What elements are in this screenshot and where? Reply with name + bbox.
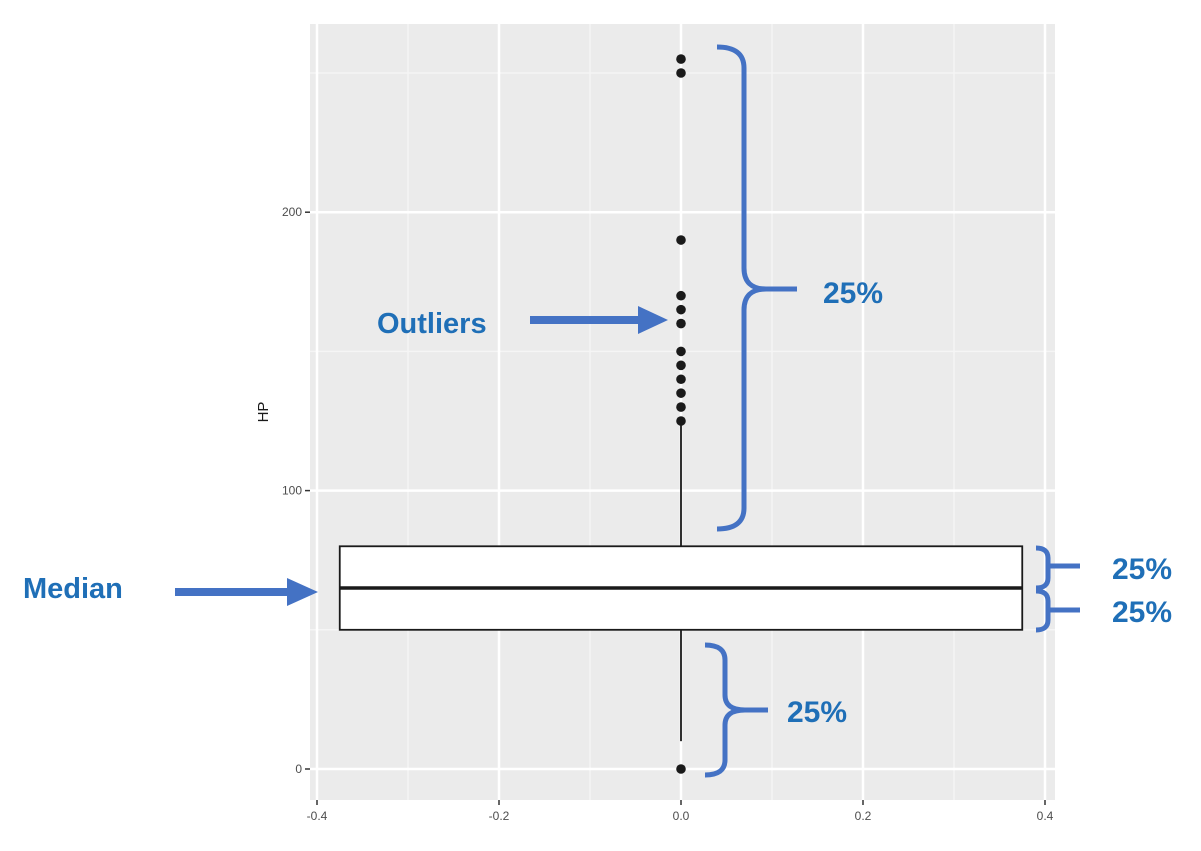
- x-tick-label: 0.4: [1037, 809, 1054, 823]
- outlier-point: [676, 68, 686, 78]
- lower-tail-percent: 25%: [787, 696, 847, 729]
- x-tick-label: 0.2: [855, 809, 872, 823]
- median-arrow: [175, 578, 318, 606]
- axis-ticks: -0.4 -0.2 0.0 0.2 0.4 0 100 200: [282, 205, 1054, 823]
- outliers-arrow: [530, 306, 668, 334]
- upper-tail-brace: [716, 44, 797, 532]
- annotations: 25% 25% 25% 25% Outliers Median: [23, 44, 1172, 778]
- q3-brace: [1035, 545, 1080, 591]
- outlier-point: [676, 402, 686, 412]
- median-label: Median: [23, 573, 123, 605]
- plot-panel: [310, 24, 1055, 800]
- q3-percent: 25%: [1112, 553, 1172, 586]
- y-axis-title: HP: [255, 402, 272, 423]
- outlier-point: [676, 764, 686, 774]
- outlier-point: [676, 374, 686, 385]
- boxplot: [338, 421, 1024, 742]
- outlier-point: [676, 304, 686, 315]
- x-tick-label: -0.2: [489, 809, 510, 823]
- q1-percent: 25%: [1112, 596, 1172, 629]
- outlier-point: [676, 235, 686, 245]
- upper-tail-percent: 25%: [823, 277, 883, 310]
- outlier-point: [676, 346, 686, 357]
- q1-brace: [1035, 588, 1080, 633]
- outliers-label: Outliers: [377, 308, 487, 340]
- outlier-point: [676, 54, 686, 64]
- outlier-point: [676, 388, 686, 398]
- outlier-point: [676, 360, 686, 371]
- x-tick-label: 0.0: [673, 809, 690, 823]
- y-tick-label: 200: [282, 205, 302, 219]
- x-tick-label: -0.4: [307, 809, 328, 823]
- outlier-points: [676, 54, 686, 774]
- outlier-point: [676, 416, 686, 426]
- outlier-point: [676, 290, 686, 301]
- lower-tail-brace: [704, 642, 768, 778]
- outlier-point: [676, 318, 686, 329]
- y-tick-label: 100: [282, 484, 302, 498]
- y-tick-label: 0: [295, 762, 302, 776]
